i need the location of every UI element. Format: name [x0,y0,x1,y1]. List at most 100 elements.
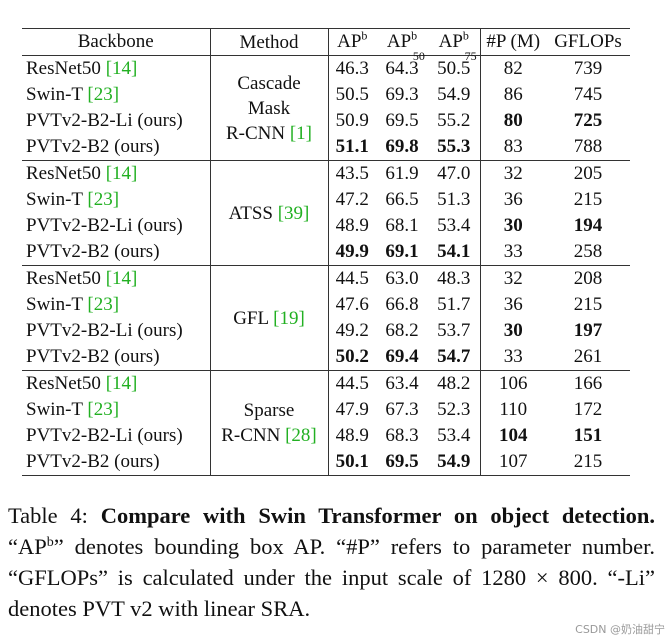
header-text-wrap: APb 75 [438,28,477,63]
table-body: ResNet50 [14] Cascade Mask R-CNN [1] 46.3 64.… [22,55,630,476]
method-text: Cascade [237,72,301,94]
header-text-wrap: Method [239,32,298,53]
value: 48.3 [437,268,471,289]
value: 52.3 [437,399,471,420]
backbone-name: ResNet50 [26,268,101,289]
backbone-name: Swin-T [26,84,83,105]
value-cell: 52.3 [428,397,481,423]
value: 51.7 [437,294,471,315]
value-cell: 51.1 [328,134,376,161]
backbone-name: PVTv2-B2 (ours) [26,451,160,472]
method-line: GFL [19] [215,306,324,331]
header-row: Backbone Method APb APb 50 APb 75 #P (M) GFLOPs [22,28,630,63]
backbone-cell: ResNet50 [14] [22,160,211,187]
column-header: Backbone [22,28,211,56]
value-cell: 68.1 [376,213,428,239]
header-text-wrap: APb [337,28,368,52]
value-cell: 48.9 [328,213,376,239]
header-sup: b [361,28,368,43]
value: 54.7 [437,346,471,367]
value-cell: 43.5 [328,160,376,187]
value-cell: 48.3 [428,265,481,292]
value: 53.4 [437,425,471,446]
caption-text: ” denotes bounding box AP. “#P” refers t… [8,534,655,621]
value: 788 [573,136,603,157]
header-text: Backbone [77,31,154,52]
value-cell: 166 [546,370,630,397]
value: 50.2 [335,346,369,367]
value-cell: 69.8 [376,134,428,161]
table-row: PVTv2-B2-Li (ours) 49.2 68.2 53.7 30 197 [22,318,630,344]
value: 53.4 [437,215,471,236]
value: 69.4 [385,346,419,367]
value: 51.1 [335,136,369,157]
backbone-cell: ResNet50 [14] [22,55,211,82]
value: 63.4 [385,373,419,394]
backbone-cell: PVTv2-B2-Li (ours) [22,213,211,239]
method-text: ATSS [228,202,273,224]
value-cell: 48.9 [328,423,376,449]
value-cell: 47.2 [328,187,376,213]
header-text: GFLOPs [554,31,622,52]
value-cell: 50.1 [328,449,376,476]
value-cell: 194 [546,213,630,239]
citation: [14] [105,58,138,79]
value-cell: 69.3 [376,82,428,108]
value: 205 [573,163,603,184]
citation: [14] [105,373,138,394]
method-cell: GFL [19] [210,265,329,371]
value: 49.9 [335,241,369,262]
method-cell: Cascade Mask R-CNN [1] [210,55,329,161]
value-cell: 53.4 [428,213,481,239]
table-row: PVTv2-B2-Li (ours) 48.9 68.3 53.4 104 151 [22,423,630,449]
value-cell: 66.8 [376,292,428,318]
method-text: GFL [233,307,269,329]
column-header: APb [328,28,376,56]
citation: [23] [87,84,120,105]
value: 61.9 [385,163,419,184]
value-cell: 51.3 [428,187,481,213]
method-line: Cascade [215,71,324,96]
value: 69.3 [385,84,419,105]
backbone-cell: PVTv2-B2 (ours) [22,134,211,161]
column-header: GFLOPs [546,28,630,56]
value: 745 [573,84,603,105]
value: 67.3 [385,399,419,420]
caption: Table 4: Compare with Swin Transformer o… [8,500,655,624]
header-text-wrap: Backbone [78,31,154,52]
header-text: AP [386,31,412,52]
value: 32 [503,163,523,184]
value-cell: 739 [546,55,630,82]
backbone-name: PVTv2-B2 (ours) [26,136,160,157]
method-cell: Sparse R-CNN [28] [210,370,329,476]
backbone-name: ResNet50 [26,163,101,184]
value-cell: 36 [480,187,546,213]
header-text: AP [438,31,463,52]
method-line: ATSS [39] [215,201,324,226]
value-cell: 69.5 [376,449,428,476]
value-cell: 205 [546,160,630,187]
value: 32 [503,268,523,289]
backbone-cell: Swin-T [23] [22,397,211,423]
value-cell: 55.2 [428,108,481,134]
citation: [23] [87,399,120,420]
method-line: R-CNN [1] [215,121,324,146]
value-cell: 172 [546,397,630,423]
table-row: Swin-T [23] 47.9 67.3 52.3 110 172 [22,397,630,423]
backbone-name: PVTv2-B2-Li (ours) [26,320,183,341]
value-cell: 66.5 [376,187,428,213]
header-text-wrap: GFLOPs [554,31,622,52]
backbone-name: PVTv2-B2-Li (ours) [26,425,183,446]
citation: [23] [87,189,120,210]
value-cell: 47.9 [328,397,376,423]
backbone-name: Swin-T [26,399,83,420]
value-cell: 32 [480,160,546,187]
value: 54.9 [437,84,471,105]
backbone-name: Swin-T [26,189,83,210]
value-cell: 67.3 [376,397,428,423]
value: 48.9 [335,425,369,446]
value: 69.8 [385,136,419,157]
value: 83 [503,136,523,157]
value-cell: 53.7 [428,318,481,344]
value: 47.6 [335,294,369,315]
